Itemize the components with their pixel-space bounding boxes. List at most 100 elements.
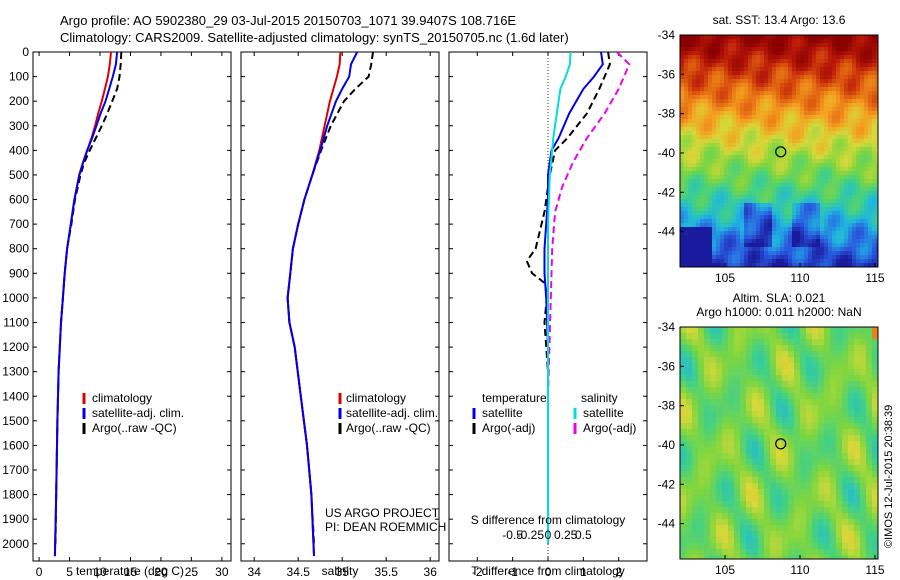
heatmap-cell [796, 115, 801, 120]
heatmap-cell [744, 75, 749, 80]
heatmap-cell [806, 345, 813, 352]
heatmap-cell [712, 191, 717, 196]
heatmap-cell [844, 235, 849, 240]
heatmap-cell [836, 175, 841, 180]
heatmap-cell [704, 483, 711, 490]
heatmap-cell [860, 91, 865, 96]
heatmap-cell [804, 59, 809, 64]
heatmap-cell [732, 123, 737, 128]
heatmap-cell [836, 223, 841, 228]
heatmap-cell [792, 223, 797, 228]
heatmap-cell [804, 75, 809, 80]
heatmap-cell [872, 501, 878, 508]
heatmap-cell [716, 111, 721, 116]
heatmap-cell [712, 95, 717, 100]
heatmap-cell [860, 87, 865, 92]
heatmap-cell [728, 227, 733, 232]
heatmap-cell [840, 215, 845, 220]
heatmap-cell [696, 75, 701, 80]
heatmap-cell [818, 519, 825, 526]
heatmap-cell [788, 207, 793, 212]
heatmap-cell [832, 71, 837, 76]
heatmap-cell [830, 417, 837, 424]
heatmap-cell [824, 95, 829, 100]
heatmap-cell [866, 519, 873, 526]
heatmap-cell [860, 369, 867, 376]
heatmap-cell [792, 115, 797, 120]
heatmap-cell [866, 495, 873, 502]
heatmap-cell [712, 143, 717, 148]
heatmap-cell [740, 107, 745, 112]
heatmap-cell [684, 211, 689, 216]
heatmap-cell [820, 183, 825, 188]
heatmap-cell [812, 393, 819, 400]
heatmap-cell [752, 477, 759, 484]
heatmap-cell [824, 417, 831, 424]
heatmap-cell [704, 127, 709, 132]
heatmap-cell [872, 507, 878, 514]
heatmap-cell [760, 159, 765, 164]
heatmap-cell [796, 247, 801, 252]
heatmap-cell [764, 39, 769, 44]
heatmap-cell [844, 95, 849, 100]
heatmap-cell [788, 79, 793, 84]
heatmap-cell [854, 537, 861, 544]
heatmap-cell [788, 183, 793, 188]
heatmap-cell [824, 357, 831, 364]
heatmap-cell [868, 75, 873, 80]
heatmap-cell [700, 203, 705, 208]
heatmap-cell [820, 151, 825, 156]
heatmap-cell [716, 167, 721, 172]
heatmap-cell [776, 67, 781, 72]
heatmap-cell [768, 103, 773, 108]
heatmap-cell [716, 387, 723, 394]
heatmap-cell [860, 159, 865, 164]
heatmap-cell [818, 357, 825, 364]
heatmap-cell [864, 247, 869, 252]
heatmap-cell [876, 47, 878, 52]
heatmap-cell [816, 235, 821, 240]
heatmap-cell [788, 387, 795, 394]
heatmap-cell [728, 255, 733, 260]
heatmap-cell [770, 519, 777, 526]
heatmap-cell [868, 243, 873, 248]
heatmap-cell [768, 207, 773, 212]
heatmap-cell [696, 83, 701, 88]
heatmap-cell [818, 483, 825, 490]
heatmap-cell [736, 247, 741, 252]
heatmap-cell [764, 381, 771, 388]
heatmap-cell [700, 243, 705, 248]
heatmap-cell [832, 243, 837, 248]
heatmap-cell [804, 107, 809, 112]
heatmap-cell [818, 363, 825, 370]
heatmap-cell [732, 131, 737, 136]
heatmap-cell [704, 39, 709, 44]
heatmap-cell [812, 127, 817, 132]
heatmap-cell [698, 345, 705, 352]
heatmap-cell [816, 95, 821, 100]
heatmap-cell [806, 399, 813, 406]
heatmap-cell [770, 543, 777, 550]
heatmap-cell [868, 259, 873, 264]
heatmap-cell [784, 35, 789, 40]
heatmap-cell [796, 143, 801, 148]
heatmap-cell [736, 39, 741, 44]
heatmap-cell [808, 67, 813, 72]
heatmap-cell [854, 333, 861, 340]
heatmap-cell [844, 207, 849, 212]
heatmap-cell [748, 263, 753, 267]
heatmap-cell [680, 495, 687, 502]
heatmap-cell [780, 235, 785, 240]
heatmap-cell [832, 255, 837, 260]
heatmap-cell [728, 151, 733, 156]
heatmap-cell [872, 171, 877, 176]
heatmap-cell [692, 495, 699, 502]
heatmap-cell [720, 139, 725, 144]
heatmap-cell [764, 531, 771, 538]
heatmap-cell [736, 263, 741, 267]
heatmap-cell [836, 495, 843, 502]
heatmap-cell [772, 239, 777, 244]
heatmap-cell [680, 71, 685, 76]
heatmap-cell [876, 227, 878, 232]
heatmap-cell [784, 59, 789, 64]
